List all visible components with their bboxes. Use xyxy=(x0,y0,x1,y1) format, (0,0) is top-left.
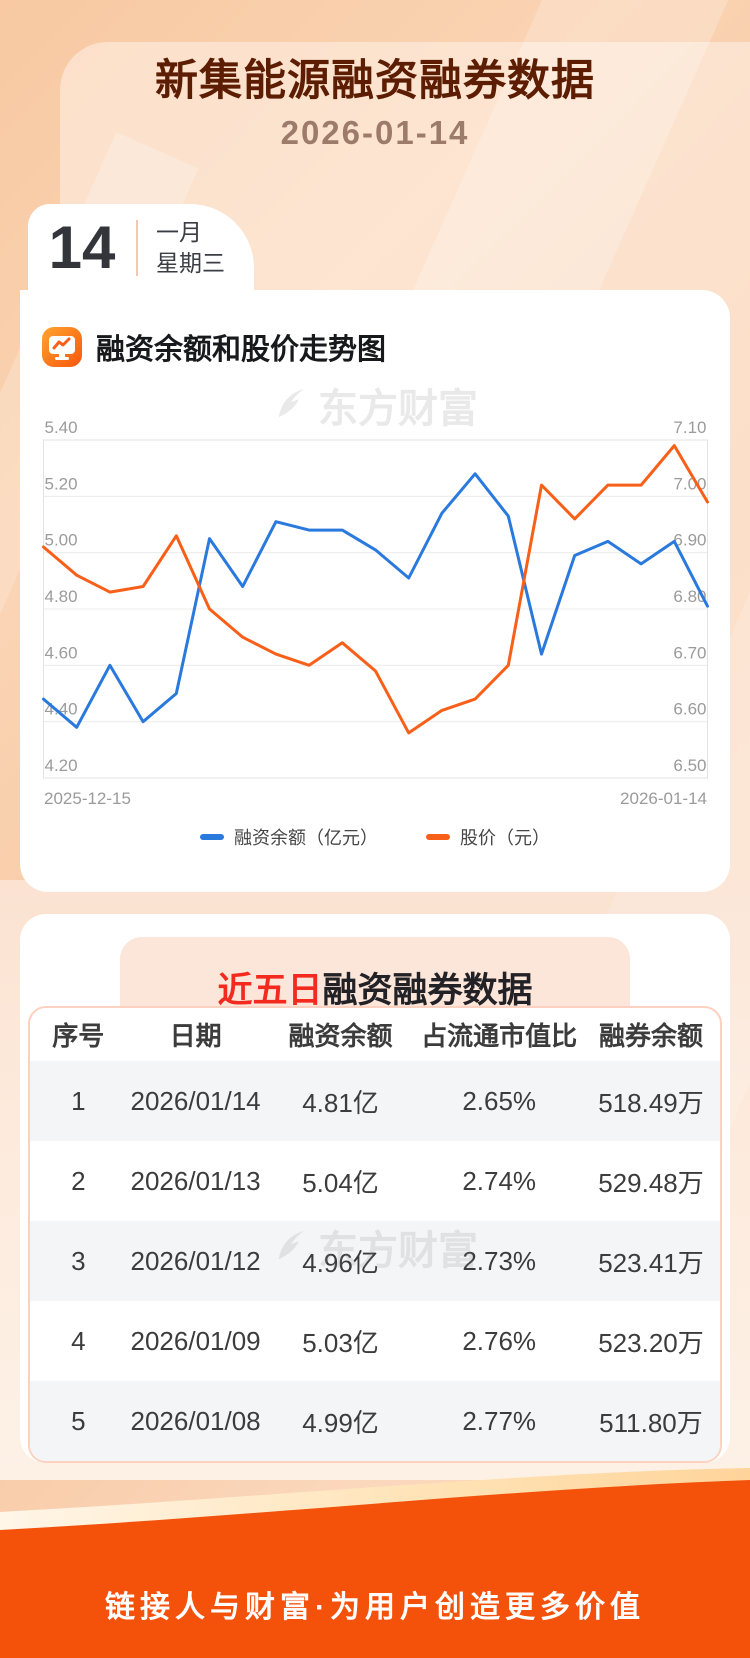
table-header-cell: 占流通市值比 xyxy=(421,1021,578,1051)
table-cell: 2026/01/09 xyxy=(130,1325,261,1356)
legend-item-margin-balance: 融资余额（亿元） xyxy=(200,824,378,850)
table-row: 1 2026/01/14 4.81亿 2.65% 518.49万 xyxy=(30,1061,720,1141)
table-cell: 2026/01/08 xyxy=(130,1405,261,1436)
table-row: 4 2026/01/09 5.03亿 2.76% 523.20万 xyxy=(30,1301,720,1381)
svg-text:4.40: 4.40 xyxy=(45,700,78,719)
page-title: 新集能源融资融券数据 xyxy=(155,57,595,105)
table-cell: 2026/01/14 xyxy=(130,1085,261,1116)
table-title-highlight: 近五日 xyxy=(217,971,323,1010)
chart-legend: 融资余额（亿元） 股价（元） xyxy=(0,824,750,850)
svg-text:6.80: 6.80 xyxy=(673,587,706,606)
svg-text:4.60: 4.60 xyxy=(45,643,78,662)
legend-swatch-blue xyxy=(200,834,224,840)
legend-swatch-orange xyxy=(426,834,450,840)
date-month: 一月 xyxy=(156,219,202,245)
date-divider xyxy=(136,220,138,276)
chart-header: 融资余额和股价走势图 xyxy=(42,326,386,368)
table-header-row: 序号 日期 融资余额 占流通市值比 融券余额 xyxy=(30,1008,720,1061)
table-header-cell: 融券余额 xyxy=(598,1021,703,1051)
table-cell: 5 xyxy=(71,1405,86,1436)
svg-text:5.40: 5.40 xyxy=(45,418,78,437)
date-month-weekday: 一月 星期三 xyxy=(138,217,225,279)
table-cell: 3 xyxy=(71,1245,86,1276)
margin-data-table: 序号 日期 融资余额 占流通市值比 融券余额 1 2026/01/14 4.81亿 2.65%… xyxy=(28,1006,722,1463)
legend-label: 股价（元） xyxy=(460,828,550,848)
svg-text:7.10: 7.10 xyxy=(673,418,706,437)
table-cell: 2026/01/12 xyxy=(130,1245,261,1276)
chart-title: 融资余额和股价走势图 xyxy=(96,334,387,366)
x-axis-start-label: 2025-12-15 xyxy=(44,789,131,808)
x-axis-end-label: 2026-01-14 xyxy=(620,789,707,808)
table-cell: 4 xyxy=(71,1325,86,1356)
table-title-rest: 融资融券数据 xyxy=(322,971,533,1010)
table-header-cell: 融资余额 xyxy=(288,1021,393,1051)
table-row: 3 2026/01/12 4.96亿 2.73% 523.41万 xyxy=(30,1221,720,1301)
legend-label: 融资余额（亿元） xyxy=(234,828,378,848)
table-cell: 4.99亿 xyxy=(302,1407,379,1438)
footer-wave xyxy=(0,1468,750,1658)
svg-text:6.60: 6.60 xyxy=(673,700,706,719)
svg-text:5.00: 5.00 xyxy=(45,531,78,550)
chart-monitor-icon xyxy=(42,327,82,367)
table-cell: 529.48万 xyxy=(598,1167,704,1198)
footer-slogan: 链接人与财富·为用户创造更多价值 xyxy=(105,1591,645,1624)
table-row: 5 2026/01/08 4.99亿 2.77% 511.80万 xyxy=(30,1381,720,1461)
table-cell: 1 xyxy=(71,1085,86,1116)
table-cell: 2.65% xyxy=(462,1085,537,1116)
table-cell: 523.20万 xyxy=(598,1327,704,1358)
table-cell: 518.49万 xyxy=(598,1087,704,1118)
svg-text:4.80: 4.80 xyxy=(45,587,78,606)
table-cell: 2 xyxy=(71,1165,86,1196)
svg-text:6.70: 6.70 xyxy=(673,643,706,662)
svg-text:6.50: 6.50 xyxy=(673,756,706,775)
table-cell: 2.77% xyxy=(462,1405,537,1436)
chart-card xyxy=(20,290,730,892)
table-cell: 4.96亿 xyxy=(302,1247,379,1278)
table-header-cell: 序号 xyxy=(52,1021,105,1051)
table-header-cell: 日期 xyxy=(169,1021,222,1051)
table-cell: 2.74% xyxy=(462,1165,537,1196)
table-title: 近五日融资融券数据 xyxy=(0,962,750,1013)
table-cell: 2.76% xyxy=(462,1325,537,1356)
table-body: 1 2026/01/14 4.81亿 2.65% 518.49万 2 2026/01/13 5… xyxy=(30,1061,720,1461)
page-date: 2026-01-14 xyxy=(280,114,470,151)
legend-item-stock-price: 股价（元） xyxy=(426,824,550,850)
table-cell: 2026/01/13 xyxy=(130,1165,261,1196)
svg-text:4.20: 4.20 xyxy=(45,756,78,775)
date-card: 14 一月 星期三 xyxy=(28,204,254,292)
table-cell: 5.03亿 xyxy=(302,1327,379,1358)
date-weekday: 星期三 xyxy=(156,250,225,276)
svg-text:5.20: 5.20 xyxy=(45,474,78,493)
table-cell: 5.04亿 xyxy=(302,1167,379,1198)
svg-text:6.90: 6.90 xyxy=(673,531,706,550)
trend-chart: 5.40 7.105.20 7.005.00 6.904.80 6.804.60 6.70… xyxy=(42,418,709,779)
table-cell: 2.73% xyxy=(462,1245,537,1276)
table-cell: 523.41万 xyxy=(598,1247,704,1278)
table-row: 2 2026/01/13 5.04亿 2.74% 529.48万 xyxy=(30,1141,720,1221)
table-cell: 511.80万 xyxy=(599,1407,703,1438)
date-day: 14 xyxy=(48,214,116,281)
table-cell: 4.81亿 xyxy=(302,1087,379,1118)
